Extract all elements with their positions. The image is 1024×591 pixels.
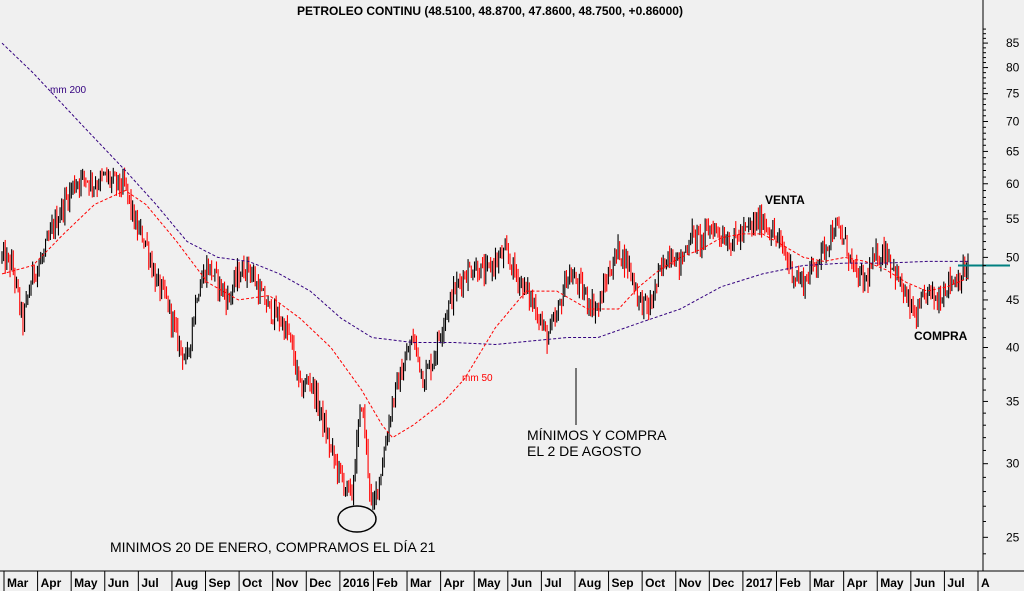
x-tick-label: Nov [679,576,702,590]
x-tick-label: Jun [511,576,532,590]
x-tick-label: Mar [410,576,432,590]
y-tick-label: 70 [1006,114,1020,128]
x-tick-label: Feb [779,576,800,590]
x-tick-label: Jun [914,576,935,590]
x-tick-label: Apr [41,576,62,590]
enero-low-circle [337,505,377,533]
x-tick-label: Mar [7,576,29,590]
y-tick-label: 55 [1006,212,1020,226]
x-tick-label: Jul [141,576,158,590]
enero-annotation: MINIMOS 20 DE ENERO, COMPRAMOS EL DÍA 21 [110,539,436,555]
x-tick-label: Jul [947,576,964,590]
x-tick-label: A [981,576,990,590]
x-tick-label: May [477,576,501,590]
y-tick-label: 65 [1006,144,1020,158]
y-axis: 25 30 35 40 45 50 55 60 65 70 75 80 85 [983,28,1020,555]
y-tick-label: 30 [1006,457,1020,471]
y-tick-label: 85 [1006,36,1020,50]
x-tick-label: May [880,576,904,590]
mm50-line [1,189,969,439]
y-tick-label: 25 [1006,530,1020,544]
mm50-label: mm 50 [462,373,493,384]
mm200-label: mm 200 [50,85,87,96]
y-tick-label: 45 [1006,293,1020,307]
x-tick-label: 2016 [343,576,370,590]
mm200-line [1,42,968,346]
x-tick-label: Aug [175,576,198,590]
x-tick-label: Dec [309,576,331,590]
y-tick-label: 40 [1006,341,1020,355]
x-tick-label: Jun [108,576,129,590]
x-tick-label: Sep [612,576,634,590]
x-tick-label: 2017 [746,576,773,590]
x-tick-label: Nov [276,576,299,590]
x-tick-label: Dec [712,576,734,590]
y-tick-label: 60 [1006,177,1020,191]
venta-annotation: VENTA [765,193,805,207]
x-tick-label: Sep [209,576,231,590]
y-tick-label: 35 [1006,394,1020,408]
compra-annotation: COMPRA [914,329,968,343]
x-tick-label: Apr [444,576,465,590]
x-axis: Mar Apr May Jun Jul Aug Sep Oct Nov Dec 2016 Feb Mar… [3,571,990,591]
x-tick-label: May [74,576,98,590]
candlestick-series [1,167,969,511]
x-tick-label: Oct [645,576,665,590]
y-tick-label: 50 [1006,250,1020,264]
x-tick-label: Feb [376,576,397,590]
x-tick-label: Mar [813,576,835,590]
chart-title: PETROLEO CONTINU (48.5100, 48.8700, 47.8… [297,4,683,18]
y-tick-label: 75 [1006,87,1020,101]
x-tick-label: Jul [544,576,561,590]
x-tick-label: Apr [847,576,868,590]
agosto-annotation-line2: EL 2 DE AGOSTO [527,443,641,459]
y-tick-label: 80 [1006,61,1020,75]
x-tick-label: Oct [242,576,262,590]
x-tick-label: Aug [578,576,601,590]
agosto-annotation-line1: MÍNIMOS Y COMPRA [527,427,667,443]
